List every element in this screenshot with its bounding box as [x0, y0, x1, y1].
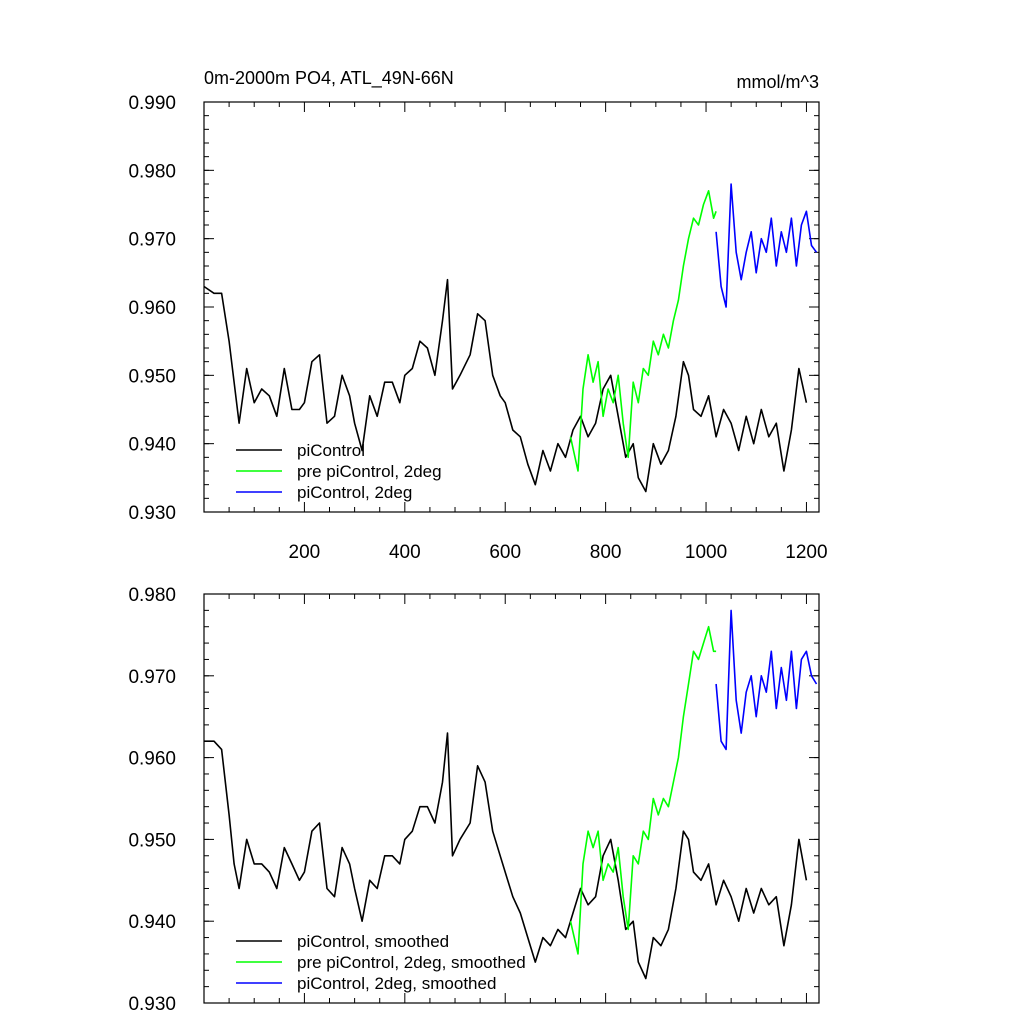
y-tick-label: 0.930: [128, 994, 176, 1015]
series-line: [203, 278, 808, 493]
smoothed-panel: 0.930 0.940 0.950 0.960 0.970 0.980 piControl,…: [128, 585, 820, 1015]
y-tick-label: 0.940: [128, 912, 176, 933]
x-tick-label: 200: [289, 542, 321, 563]
x-tick-label: 600: [489, 542, 521, 563]
y-tick-label: 0.930: [128, 503, 176, 524]
y-tick-label: 0.980: [128, 585, 176, 606]
legend-label: pre piControl, 2deg: [297, 462, 442, 481]
series-line: [715, 609, 818, 751]
y-tick-label: 0.960: [128, 298, 176, 319]
figure-title: 0m-2000m PO4, ATL_49N-66N: [204, 68, 454, 89]
legend-label: piControl: [297, 441, 365, 460]
y-tick-label: 0.970: [128, 667, 176, 688]
series-line: [204, 732, 808, 980]
series-line: [569, 190, 717, 472]
y-tick-label: 0.950: [128, 366, 176, 387]
plot-frame: [203, 593, 820, 1004]
y-tick-label: 0.980: [128, 161, 176, 182]
y-tick-label: 0.950: [128, 830, 176, 851]
y-tick-label: 0.970: [128, 230, 176, 251]
raw-panel: 0.930 0.940 0.950 0.960 0.970 0.980 0.990 200 40…: [128, 93, 827, 563]
x-tick-label: 1200: [785, 542, 827, 563]
y-tick-label: 0.960: [128, 749, 176, 770]
legend-label: pre piControl, 2deg, smoothed: [297, 953, 526, 972]
legend-label: piControl, 2deg, smoothed: [297, 974, 496, 993]
x-tick-label: 400: [389, 542, 421, 563]
legend-label: piControl, smoothed: [297, 932, 449, 951]
series-line: [715, 183, 818, 308]
legend-label: piControl, 2deg: [297, 483, 412, 502]
series-line: [569, 625, 717, 955]
y-tick-label: 0.990: [128, 93, 176, 114]
y-tick-label: 0.940: [128, 435, 176, 456]
units-label: mmol/m^3: [737, 72, 819, 92]
x-tick-label: 800: [590, 542, 622, 563]
x-tick-label: 1000: [685, 542, 727, 563]
